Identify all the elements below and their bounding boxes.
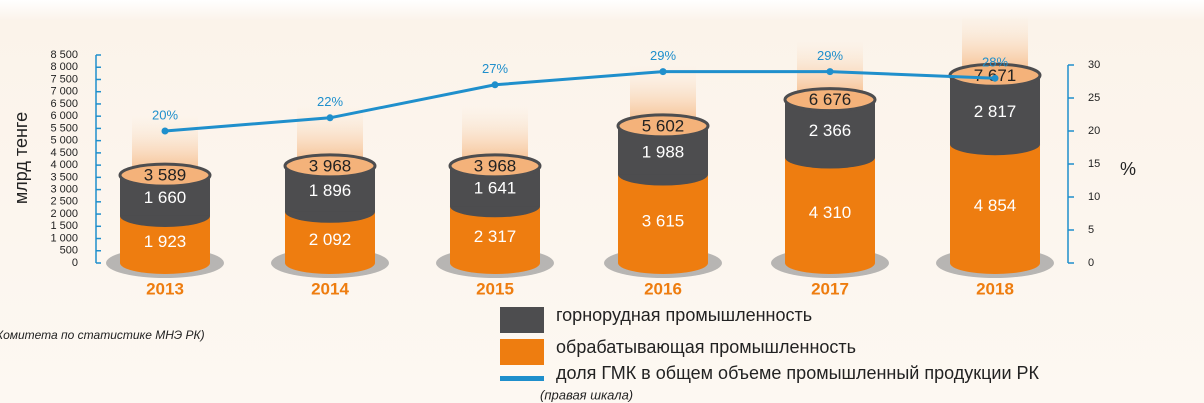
share-label: 28% bbox=[982, 55, 1008, 70]
share-point bbox=[827, 68, 834, 75]
y2-tick-label: 10 bbox=[1088, 191, 1100, 203]
y2-tick-label: 30 bbox=[1088, 59, 1100, 71]
legend-label: горнорудная промышленность bbox=[556, 305, 812, 325]
y2-tick-label: 25 bbox=[1088, 92, 1100, 104]
y2-tick-label: 5 bbox=[1088, 224, 1094, 236]
segment-label: 1 641 bbox=[474, 179, 517, 198]
x-tick-label: 2016 bbox=[644, 279, 682, 298]
y-tick-label: 1 000 bbox=[50, 232, 78, 244]
x-tick-label: 2015 bbox=[476, 279, 514, 298]
x-tick-label: 2013 bbox=[146, 279, 184, 298]
y-tick-label: 6 000 bbox=[50, 110, 78, 122]
total-label: 3 968 bbox=[309, 156, 352, 175]
share-label: 29% bbox=[817, 48, 843, 63]
y-tick-label: 1 500 bbox=[50, 220, 78, 232]
share-label: 20% bbox=[152, 107, 178, 122]
y2-tick-label: 20 bbox=[1088, 125, 1100, 137]
y-tick-label: 500 bbox=[60, 245, 78, 257]
legend-label: доля ГМК в общем объеме промышленный про… bbox=[556, 363, 1040, 383]
chart: млрд тенге % Комитета по статистике МНЭ … bbox=[0, 0, 1204, 403]
y-tick-label: 3 500 bbox=[50, 171, 78, 183]
segment-label: 1 988 bbox=[642, 143, 685, 162]
legend-swatch bbox=[500, 307, 544, 333]
legend-swatch bbox=[500, 339, 544, 365]
segment-label: 1 923 bbox=[144, 232, 187, 251]
segment-label: 1 896 bbox=[309, 181, 352, 200]
share-point bbox=[992, 75, 999, 82]
y-tick-label: 2 500 bbox=[50, 196, 78, 208]
y-axis-title: млрд тенге bbox=[11, 112, 31, 204]
y-tick-label: 7 000 bbox=[50, 86, 78, 98]
y-tick-label: 3 000 bbox=[50, 183, 78, 195]
total-label: 5 602 bbox=[642, 116, 685, 135]
segment-label: 2 817 bbox=[974, 102, 1017, 121]
legend-swatch bbox=[500, 376, 544, 381]
segment-label: 3 615 bbox=[642, 211, 685, 230]
segment-label: 2 092 bbox=[309, 230, 352, 249]
total-label: 3 589 bbox=[144, 166, 187, 185]
segment-label: 2 317 bbox=[474, 227, 517, 246]
share-label: 27% bbox=[482, 61, 508, 76]
segment-label: 1 660 bbox=[144, 188, 187, 207]
source-note: Комитета по статистике МНЭ РК) bbox=[0, 328, 205, 342]
y-tick-label: 7 500 bbox=[50, 73, 78, 85]
segment-label: 4 854 bbox=[974, 196, 1017, 215]
y-tick-label: 5 000 bbox=[50, 135, 78, 147]
segment-label: 4 310 bbox=[809, 203, 852, 222]
share-label: 29% bbox=[650, 48, 676, 63]
y2-tick-label: 15 bbox=[1088, 158, 1100, 170]
share-point bbox=[660, 68, 667, 75]
x-tick-label: 2018 bbox=[976, 279, 1014, 298]
y-tick-label: 4 500 bbox=[50, 147, 78, 159]
y2-tick-label: 0 bbox=[1088, 257, 1094, 269]
legend-note: (правая шкала) bbox=[540, 387, 633, 402]
x-tick-label: 2017 bbox=[811, 279, 849, 298]
y-tick-label: 8 000 bbox=[50, 61, 78, 73]
segment-label: 2 366 bbox=[809, 121, 852, 140]
x-tick-label: 2014 bbox=[311, 279, 349, 298]
y-tick-label: 6 500 bbox=[50, 98, 78, 110]
total-label: 6 676 bbox=[809, 90, 852, 109]
y-tick-label: 4 000 bbox=[50, 159, 78, 171]
y-tick-label: 0 bbox=[72, 257, 78, 269]
y-tick-label: 8 500 bbox=[50, 49, 78, 61]
y-tick-label: 5 500 bbox=[50, 122, 78, 134]
y-tick-label: 2 000 bbox=[50, 208, 78, 220]
y2-axis-title: % bbox=[1120, 159, 1136, 179]
share-point bbox=[327, 114, 334, 121]
share-point bbox=[162, 128, 169, 135]
total-label: 3 968 bbox=[474, 156, 517, 175]
legend-label: обрабатывающая промышленность bbox=[556, 337, 856, 357]
share-label: 22% bbox=[317, 94, 343, 109]
share-point bbox=[492, 81, 499, 88]
